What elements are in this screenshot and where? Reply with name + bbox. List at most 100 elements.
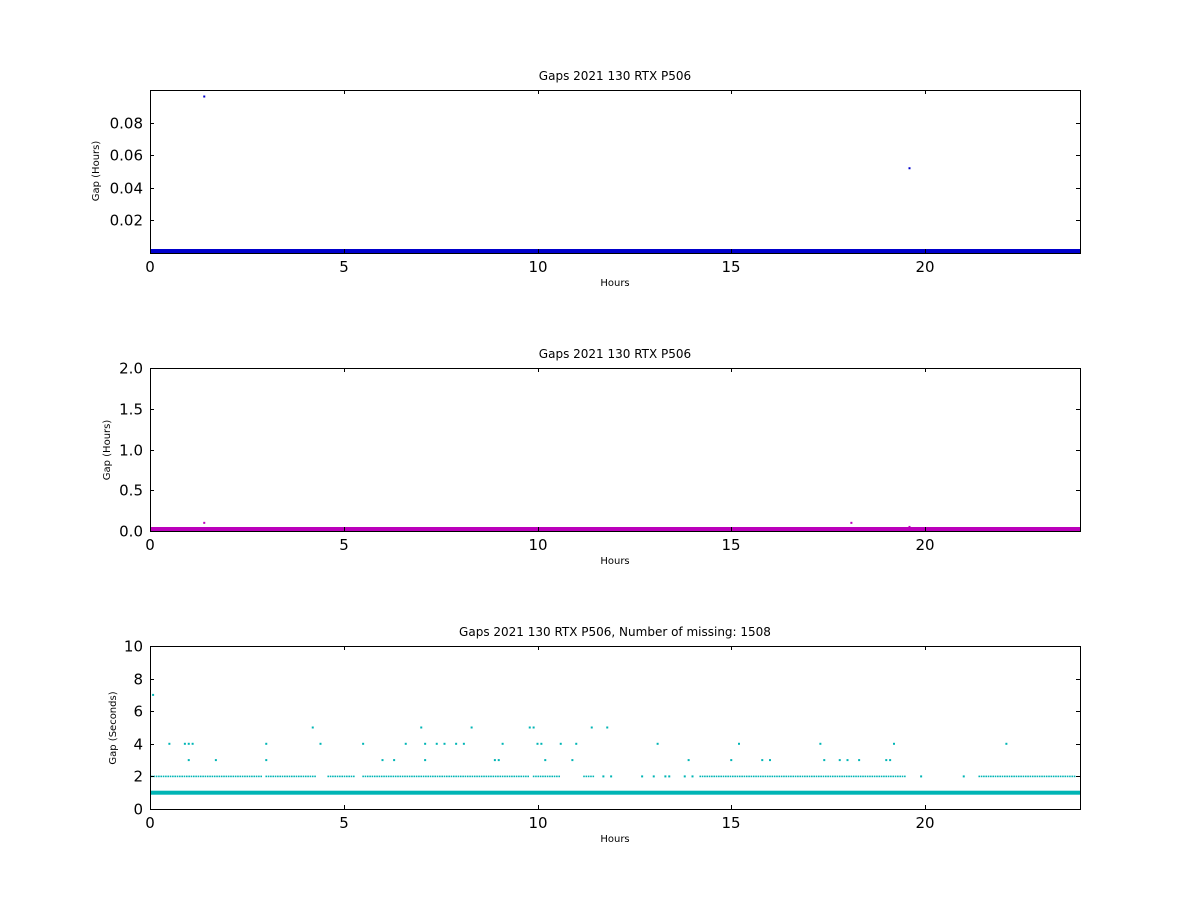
data-point (186, 775, 188, 778)
data-point (394, 775, 397, 778)
data-point (181, 775, 183, 778)
data-point (190, 775, 193, 778)
data-point (1050, 775, 1053, 778)
data-point (813, 775, 815, 778)
data-point (920, 775, 923, 778)
data-point (441, 775, 443, 778)
data-point (241, 775, 244, 778)
data-point (827, 775, 829, 778)
data-point (871, 775, 874, 778)
data-point (890, 775, 892, 778)
data-point (172, 775, 174, 778)
data-point (1022, 775, 1025, 778)
data-point (387, 775, 390, 778)
data-point (471, 775, 474, 778)
panel-bottom: Gaps 2021 130 RTX P506, Number of missin… (108, 625, 1081, 845)
data-point (843, 775, 846, 778)
data-point (455, 742, 458, 745)
data-point (838, 759, 841, 762)
data-point (983, 775, 985, 778)
x-tick-label: 15 (721, 814, 740, 832)
data-point (1045, 775, 1048, 778)
data-point (246, 775, 249, 778)
x-tick-label: 5 (339, 536, 349, 554)
data-point (822, 775, 825, 778)
data-point (450, 775, 453, 778)
data-point (1017, 775, 1020, 778)
data-point (298, 775, 300, 778)
data-point (544, 775, 547, 778)
data-point (1059, 775, 1062, 778)
y-tick-label: 6 (133, 703, 143, 721)
data-point (1001, 775, 1004, 778)
data-point (265, 775, 268, 778)
data-point (885, 775, 888, 778)
y-tick-label: 10 (124, 638, 143, 656)
data-point (270, 775, 272, 778)
data-point (668, 775, 671, 778)
data-point (1029, 775, 1032, 778)
data-point (376, 775, 378, 778)
data-point (459, 775, 462, 778)
data-point (704, 775, 706, 778)
plot-frame (150, 368, 1081, 532)
x-tick-label: 5 (339, 814, 349, 832)
data-point (706, 775, 709, 778)
data-point (422, 775, 425, 778)
data-point (197, 775, 200, 778)
data-point (537, 775, 540, 778)
data-point (432, 775, 434, 778)
data-point (508, 775, 511, 778)
data-point (732, 775, 734, 778)
data-point (1052, 775, 1055, 778)
data-point (291, 775, 293, 778)
data-point (455, 775, 457, 778)
data-point (378, 775, 381, 778)
data-point (901, 775, 904, 778)
y-tick-label: 1.0 (119, 442, 143, 460)
data-point (418, 775, 420, 778)
data-point (155, 775, 158, 778)
data-point (183, 742, 186, 745)
data-point (339, 775, 341, 778)
data-point (1043, 775, 1046, 778)
data-point (783, 775, 785, 778)
data-point (435, 742, 438, 745)
plot-frame (150, 646, 1081, 810)
data-point (478, 775, 481, 778)
x-tick-label: 10 (528, 258, 547, 276)
data-point (192, 775, 195, 778)
y-axis-label: Gap (Hours) (91, 141, 102, 202)
data-point (420, 250, 423, 253)
y-tick-label: 2 (133, 768, 143, 786)
data-point (893, 742, 895, 745)
data-point (158, 775, 160, 778)
data-point (364, 775, 367, 778)
data-point (413, 775, 416, 778)
data-point (838, 775, 841, 778)
data-point (1069, 775, 1071, 778)
data-point (559, 742, 562, 745)
data-point (701, 775, 704, 778)
data-point (558, 775, 560, 778)
data-point (393, 759, 396, 762)
data-point (845, 775, 848, 778)
x-tick-label: 5 (339, 258, 349, 276)
data-point (762, 775, 764, 778)
data-point (664, 775, 667, 778)
data-point (869, 775, 871, 778)
data-point (524, 250, 527, 253)
data-point (466, 250, 469, 253)
data-point (300, 775, 302, 778)
data-point (211, 775, 214, 778)
data-point (251, 775, 253, 778)
data-point (752, 775, 755, 778)
data-point (727, 775, 729, 778)
data-point (168, 742, 171, 745)
data-point (385, 775, 388, 778)
data-point (415, 775, 418, 778)
data-point (876, 775, 878, 778)
data-point (1041, 775, 1043, 778)
data-point (780, 775, 783, 778)
data-point (862, 775, 864, 778)
